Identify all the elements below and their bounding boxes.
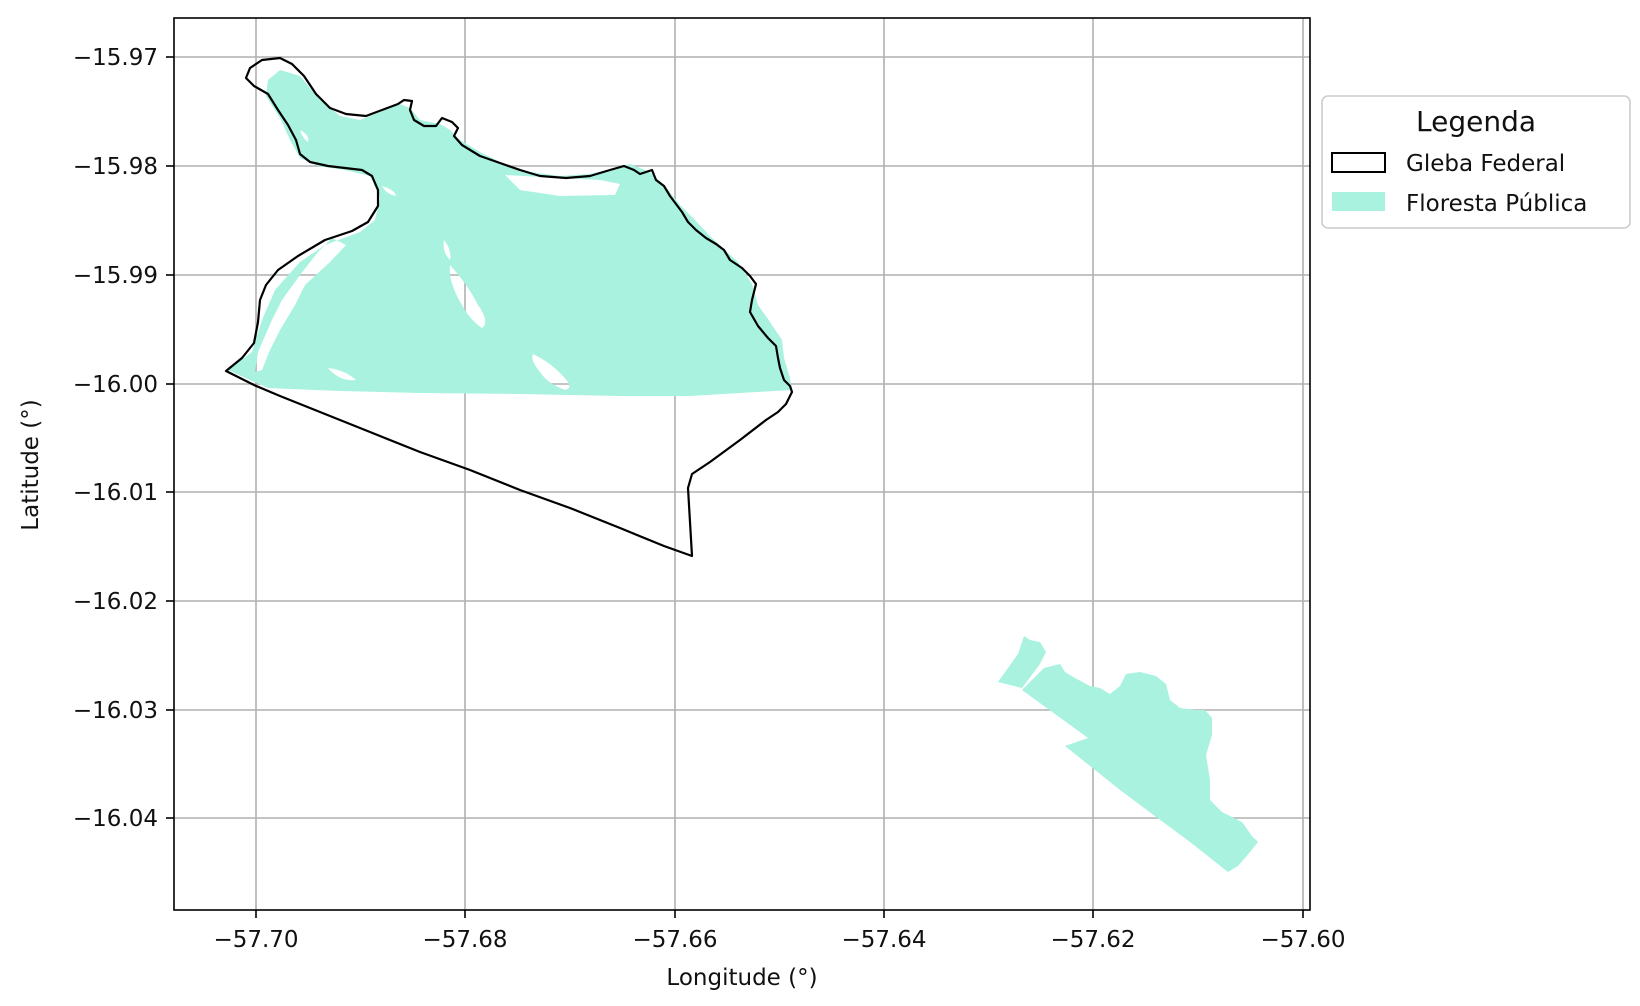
floresta-publica-southeast (998, 636, 1258, 872)
y-tick-label: −16.01 (73, 480, 158, 506)
floresta-publica-main (228, 70, 792, 396)
legend-label-gleba-federal: Gleba Federal (1406, 151, 1565, 177)
legend-label-floresta-publica: Floresta Pública (1406, 191, 1587, 217)
x-axis: −57.70 −57.68 −57.66 −57.64 −57.62 −57.6… (213, 910, 1346, 953)
legend-title: Legenda (1416, 105, 1536, 138)
y-axis-title: Latitude (°) (18, 399, 44, 530)
x-axis-title: Longitude (°) (666, 965, 817, 991)
legend: Legenda Gleba Federal Floresta Pública (1321, 95, 1631, 229)
y-tick-label: −16.02 (73, 589, 158, 615)
y-tick-label: −16.00 (73, 372, 158, 398)
x-tick-label: −57.68 (422, 927, 507, 953)
y-tick-label: −15.97 (73, 45, 158, 71)
y-axis: −15.97 −15.98 −15.99 −16.00 −16.01 −16.0… (73, 45, 174, 832)
x-tick-label: −57.60 (1260, 927, 1345, 953)
y-tick-label: −15.98 (73, 154, 158, 180)
legend-swatch-floresta-publica (1332, 192, 1385, 211)
x-tick-label: −57.66 (632, 927, 717, 953)
legend-frame (1321, 95, 1631, 229)
gleba-federal-boundary (224, 56, 794, 558)
x-tick-label: −57.70 (213, 927, 298, 953)
legend-swatch-gleba-federal (1331, 152, 1386, 173)
x-tick-label: −57.62 (1050, 927, 1135, 953)
y-tick-label: −15.99 (73, 263, 158, 289)
x-tick-label: −57.64 (841, 927, 926, 953)
y-tick-label: −16.04 (73, 806, 158, 832)
axes-frame (173, 17, 1311, 911)
y-tick-label: −16.03 (73, 698, 158, 724)
